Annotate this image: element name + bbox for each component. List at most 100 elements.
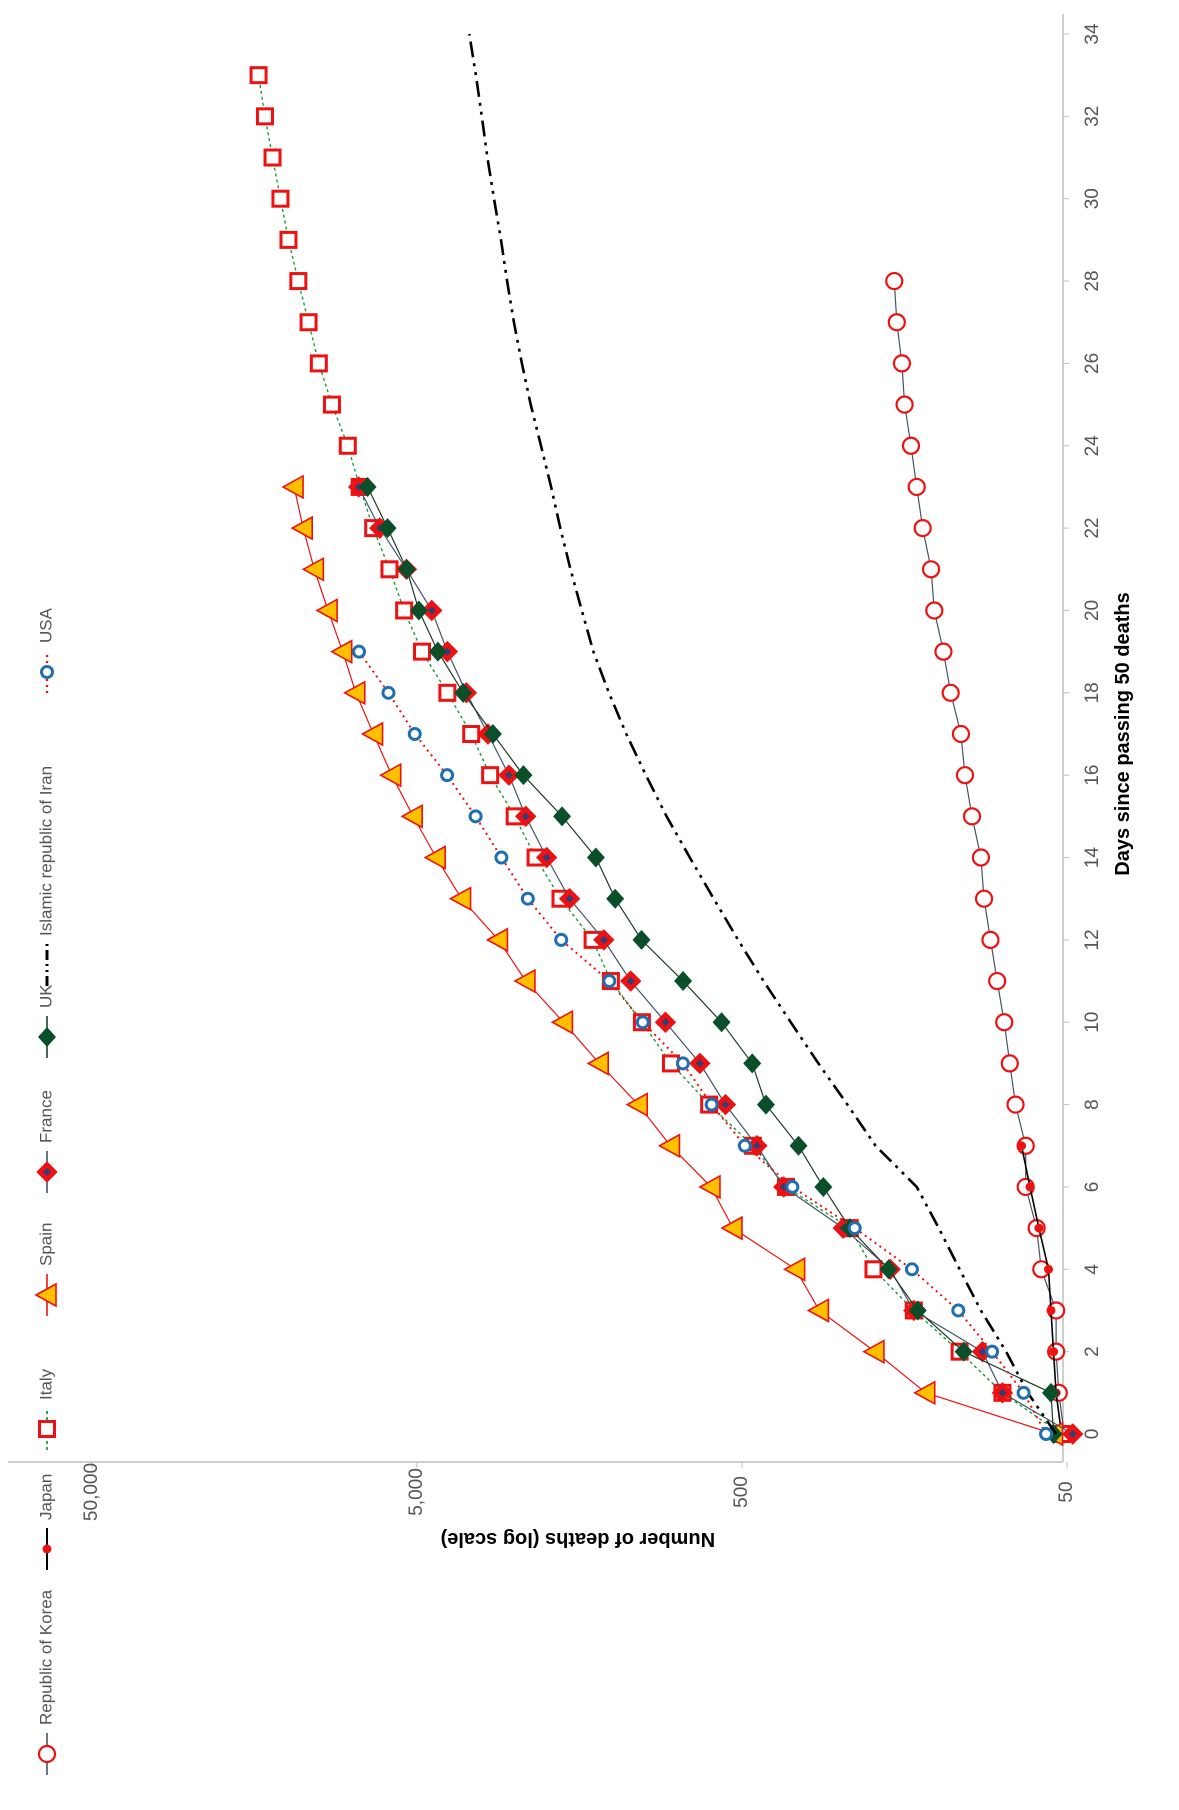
- data-point-japan: [1046, 1305, 1056, 1315]
- data-point-france-core: [504, 771, 513, 780]
- series-line-japan: [1020, 1145, 1063, 1435]
- legend-item-italy: Italy: [36, 1368, 56, 1450]
- legend-label-uk: UK: [36, 984, 55, 1008]
- data-point-republic-of-korea: [885, 271, 904, 291]
- series-republic-of-korea: [885, 271, 1074, 1444]
- x-tick-label: 2: [1082, 1346, 1103, 1357]
- x-tick-label: 6: [1082, 1182, 1103, 1193]
- x-tick-label: 32: [1082, 106, 1103, 127]
- series-line-italy: [257, 75, 1062, 1435]
- data-point-usa: [675, 1056, 690, 1071]
- data-point-france-core: [521, 812, 530, 821]
- data-point-italy: [255, 107, 274, 126]
- series-usa: [352, 644, 1054, 1441]
- data-point-france-core: [695, 1059, 704, 1068]
- data-point-republic-of-korea: [925, 601, 944, 620]
- data-point-spain: [862, 1339, 885, 1365]
- x-tick-label: 20: [1082, 600, 1103, 621]
- data-point-usa: [985, 1344, 1000, 1359]
- data-point-france-core: [626, 977, 635, 986]
- data-point-spain: [913, 1380, 936, 1406]
- data-point-italy: [279, 230, 298, 249]
- x-tick-label: 8: [1082, 1099, 1103, 1110]
- x-tick-label: 26: [1082, 353, 1103, 374]
- data-point-spain: [782, 1256, 806, 1282]
- legend-label-islamic-republic-of-iran: Islamic republic of Iran: [36, 766, 55, 936]
- series-italy: [249, 66, 1071, 1443]
- data-point-france-core: [542, 853, 551, 862]
- data-point-spain: [485, 927, 509, 953]
- data-point-spain: [400, 803, 423, 829]
- data-point-france-core: [978, 1347, 987, 1356]
- data-point-uk: [674, 971, 693, 992]
- data-point-spain: [315, 598, 338, 623]
- data-point-republic-of-korea: [892, 354, 912, 373]
- data-point-france-core: [443, 647, 452, 656]
- data-point-usa: [847, 1221, 862, 1236]
- data-point-republic-of-korea: [1000, 1054, 1019, 1073]
- data-point-uk: [514, 765, 533, 786]
- data-point-italy: [481, 766, 500, 785]
- y-tick-label: 50,000: [81, 1463, 102, 1521]
- x-axis-title: Days since passing 50 deaths: [1112, 592, 1134, 875]
- data-point-spain: [806, 1298, 830, 1323]
- legend-item-republic-of-korea: Republic of Korea: [36, 1589, 57, 1775]
- data-point-uk: [756, 1094, 775, 1115]
- data-point-usa: [602, 974, 617, 989]
- data-point-spain: [290, 515, 313, 541]
- y-axis-title: Number of deaths (log scale): [441, 1528, 716, 1550]
- x-tick-label: 24: [1082, 435, 1103, 457]
- legend-item-japan: Japan: [36, 1474, 55, 1570]
- legend-item-uk: UK: [36, 984, 56, 1058]
- x-tick-label: 12: [1082, 929, 1103, 950]
- data-point-usa: [1016, 1385, 1031, 1400]
- legend-item-france: France: [36, 1090, 58, 1193]
- data-point-spain: [625, 1092, 649, 1117]
- data-point-usa: [1039, 1427, 1054, 1441]
- data-point-uk: [954, 1341, 973, 1362]
- data-point-republic-of-korea: [971, 848, 991, 867]
- legend-item-spain: Spain: [34, 1223, 57, 1316]
- data-point-japan: [1049, 1347, 1059, 1357]
- data-point-japan: [1025, 1182, 1035, 1192]
- x-tick-label: 0: [1082, 1429, 1103, 1440]
- data-point-uk: [606, 888, 625, 909]
- data-point-usa: [352, 644, 367, 659]
- data-point-japan: [1034, 1223, 1044, 1233]
- data-point-italy: [263, 148, 282, 167]
- data-point-spain: [360, 721, 384, 747]
- data-point-usa: [737, 1138, 752, 1153]
- y-tick-label: 50: [1056, 1481, 1077, 1502]
- data-point-usa: [381, 685, 396, 700]
- data-point-italy: [271, 189, 290, 208]
- data-point-italy: [380, 560, 399, 579]
- legend-marker-republic-of-korea: [37, 1744, 57, 1764]
- x-tick-label: 14: [1082, 847, 1103, 869]
- data-point-uk: [1042, 1382, 1061, 1403]
- data-point-uk: [397, 559, 416, 580]
- data-point-republic-of-korea: [995, 1013, 1014, 1032]
- data-point-france-core: [721, 1100, 730, 1109]
- data-point-italy: [438, 683, 457, 702]
- data-point-uk: [743, 1053, 762, 1074]
- data-point-uk: [908, 1300, 927, 1321]
- data-point-spain: [423, 845, 446, 870]
- data-point-uk: [586, 847, 605, 868]
- data-point-uk: [553, 806, 572, 827]
- series-spain: [281, 474, 1064, 1447]
- data-point-spain: [281, 474, 304, 500]
- data-point-italy: [289, 272, 308, 291]
- legend-label-spain: Spain: [36, 1223, 55, 1266]
- x-tick-label: 18: [1082, 682, 1103, 703]
- data-point-usa: [554, 932, 569, 947]
- data-point-italy: [309, 354, 328, 373]
- x-tick-label: 16: [1082, 765, 1103, 786]
- series-layer: [249, 33, 1084, 1447]
- legend-marker-uk: [38, 1027, 56, 1047]
- data-point-italy: [249, 66, 268, 85]
- legend-marker-usa: [40, 665, 54, 679]
- data-point-spain: [550, 1009, 574, 1035]
- data-point-spain: [330, 639, 353, 665]
- data-point-republic-of-korea: [941, 683, 960, 702]
- legend-marker-italy: [38, 1420, 56, 1438]
